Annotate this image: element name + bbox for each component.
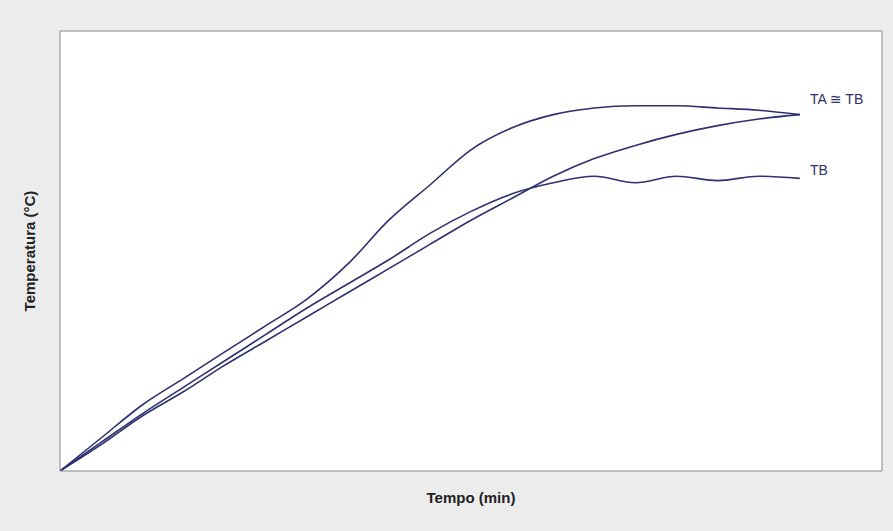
svg-text:TA ≅ TB: TA ≅ TB — [810, 91, 863, 107]
svg-text:Tempo (min): Tempo (min) — [427, 489, 516, 506]
svg-text:Temperatura (°C): Temperatura (°C) — [21, 191, 38, 312]
svg-text:TB: TB — [810, 162, 828, 178]
